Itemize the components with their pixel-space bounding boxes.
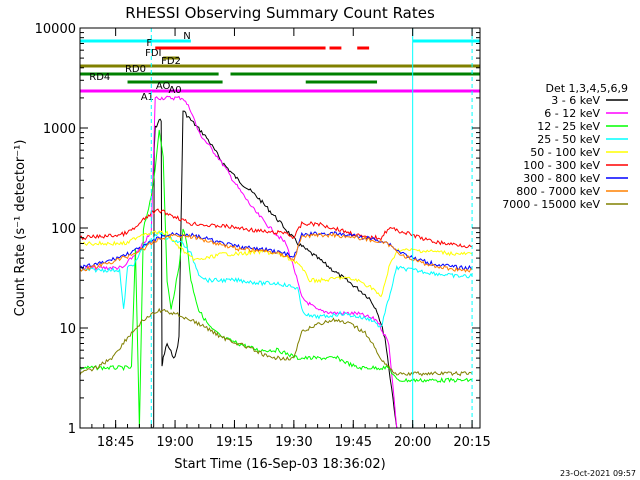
y-tick-label-1: 10: [59, 322, 76, 337]
series-line-2: [79, 129, 473, 429]
legend-label-7: 800 - 7000 keV: [516, 185, 600, 198]
x-tick-label-3: 19:30: [275, 435, 312, 450]
y-axis-label: Count Rate (s⁻¹ detector⁻¹): [13, 140, 28, 317]
state-bar-label-n: N: [183, 31, 190, 42]
state-bar-label-ao: AO: [156, 81, 171, 92]
y-tick-label-0: 1: [68, 422, 76, 437]
state-bar-label-f: F: [146, 38, 152, 49]
legend-header: Det 1,3,4,5,6,9: [545, 82, 628, 95]
series-line-5: [79, 208, 473, 249]
series-line-4: [79, 230, 473, 298]
series-line-1: [79, 95, 398, 429]
footer-timestamp: 23-Oct-2021 09:57: [560, 469, 636, 478]
legend-label-6: 300 - 800 keV: [523, 172, 600, 185]
y-tick-label-2: 100: [51, 222, 76, 237]
marker-label-a1: A1: [141, 92, 154, 103]
x-tick-label-2: 19:15: [216, 435, 253, 450]
legend-label-0: 3 - 6 keV: [551, 94, 600, 107]
plot-frame: [79, 27, 481, 429]
legend-label-8: 7000 - 15000 keV: [502, 198, 600, 211]
x-tick-label-0: 18:45: [97, 435, 134, 450]
x-tick-label-6: 20:15: [453, 435, 490, 450]
y-tick-label-3: 1000: [43, 122, 76, 137]
legend-label-4: 50 - 100 keV: [530, 146, 600, 159]
series-line-8: [79, 307, 473, 377]
axis-ticks: 18:45 19:00 19:15 19:30 19:45 20:00 20:15 1 10 10…: [35, 22, 491, 450]
series-line-7: [79, 232, 473, 273]
state-bar-label-rd4: RD4: [89, 72, 110, 83]
marker-label-a0: A0: [168, 85, 181, 96]
state-bar-label-fd2: FD2: [161, 56, 181, 67]
series-line-3: [79, 230, 473, 328]
series-line-0: [151, 110, 398, 429]
legend-label-1: 6 - 12 keV: [544, 107, 600, 120]
x-tick-label-5: 20:00: [394, 435, 431, 450]
state-bar-label-fdi: FDI: [145, 48, 161, 59]
chart-title: RHESSI Observing Summary Count Rates: [125, 4, 435, 22]
x-axis-label: Start Time (16-Sep-03 18:36:02): [174, 457, 385, 472]
y-tick-label-4: 10000: [35, 22, 76, 37]
x-tick-label-4: 19:45: [335, 435, 372, 450]
legend-label-5: 100 - 300 keV: [523, 159, 600, 172]
x-tick-label-1: 19:00: [156, 435, 193, 450]
state-bar-label-rd0: RD0: [125, 64, 146, 75]
vline-layer: [150, 28, 473, 428]
legend-label-3: 25 - 50 keV: [537, 133, 600, 146]
series-layer: [79, 95, 473, 429]
legend-label-2: 12 - 25 keV: [537, 120, 600, 133]
